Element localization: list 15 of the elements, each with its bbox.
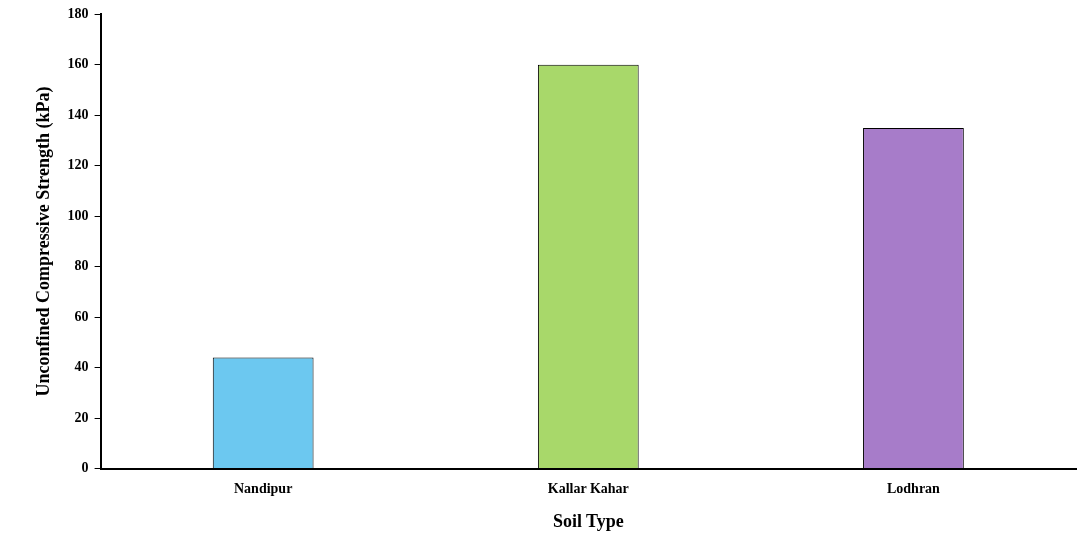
y-tick-label: 180 <box>67 6 89 22</box>
x-tick-label: Kallar Kahar <box>547 480 629 496</box>
y-tick-label: 120 <box>67 157 89 173</box>
y-tick-label: 60 <box>74 308 89 324</box>
x-axis-title: Soil Type <box>552 510 624 531</box>
y-axis-title: Unconfined Compressive Strength (kPa) <box>33 86 55 397</box>
y-tick-label: 20 <box>74 409 89 425</box>
y-tick-label: 0 <box>81 460 89 476</box>
y-tick-label: 100 <box>67 207 89 223</box>
y-tick-label: 160 <box>67 56 89 72</box>
x-tick-label: Nandipur <box>233 480 293 496</box>
y-tick-label: 140 <box>67 106 89 122</box>
y-tick-label: 80 <box>74 258 89 274</box>
x-tick-label: Lodhran <box>886 480 941 496</box>
y-tick-label: 40 <box>74 359 89 375</box>
